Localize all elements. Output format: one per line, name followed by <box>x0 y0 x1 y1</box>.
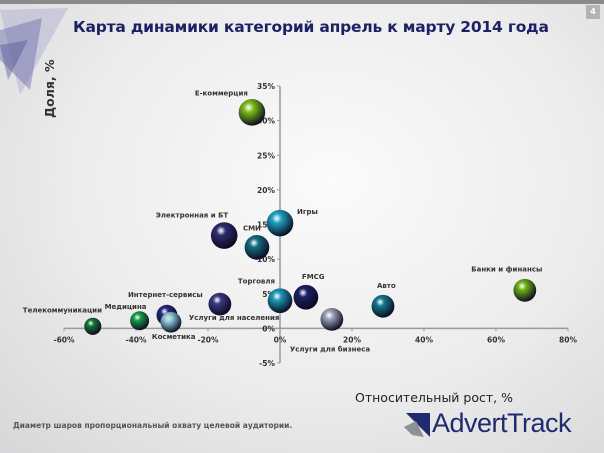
bubble-label: Услуги для бизнеса <box>290 345 371 353</box>
bubble <box>371 294 395 318</box>
bubble-label: Медицина <box>105 303 147 311</box>
page-number: 4 <box>586 5 600 19</box>
bubble <box>293 284 319 310</box>
bubble <box>513 278 537 302</box>
x-tick-label: 80% <box>559 335 577 344</box>
bubble-label: Торговля <box>238 278 275 286</box>
bubble <box>238 99 266 126</box>
bubble-label: Игры <box>297 208 318 216</box>
footnote: Диаметр шаров пропорциональный охвату це… <box>13 421 293 430</box>
y-tick-label: 0% <box>262 324 275 333</box>
logo-mark-icon <box>404 412 430 437</box>
bubble-label: Банки и финансы <box>471 265 542 273</box>
bubble <box>130 311 150 331</box>
top-bar <box>0 0 604 4</box>
bubble-label: Интернет-сервисы <box>128 291 203 299</box>
bubble <box>210 222 238 249</box>
bubble-label: СМИ <box>243 224 261 232</box>
bubble-label: Телекоммуникации <box>23 306 102 314</box>
bubble-label: Услуги для населения <box>189 314 280 322</box>
bubble <box>160 311 182 333</box>
bubble-label: Авто <box>377 282 396 290</box>
bubble <box>208 292 232 316</box>
logo-text: AdvertTrack <box>432 408 572 438</box>
slide-title: Карта динамики категорий апрель к марту … <box>73 18 549 36</box>
bubble <box>84 317 102 335</box>
y-tick-label: 35% <box>257 82 275 91</box>
y-tick-label: 20% <box>257 186 275 195</box>
bubble <box>267 288 293 314</box>
x-tick-label: 20% <box>343 335 361 344</box>
bubble <box>320 307 344 331</box>
x-tick-label: 60% <box>487 335 505 344</box>
bubble-label: Косметика <box>152 333 196 341</box>
y-tick-label: 5% <box>262 290 275 299</box>
x-tick-label: -20% <box>197 335 219 344</box>
adverttrack-logo: AdvertTrack <box>402 408 572 439</box>
bubble-label: FMCG <box>302 273 325 281</box>
y-tick-label: -5% <box>259 359 275 368</box>
y-axis-label: Доля, % <box>42 59 57 118</box>
y-tick-label: 30% <box>257 117 275 126</box>
x-tick-label: 0% <box>274 335 287 344</box>
x-tick-label: 40% <box>415 335 433 344</box>
bubble <box>266 209 294 237</box>
decorative-triangles <box>0 8 68 95</box>
x-axis-label: Относительный рост, % <box>355 390 513 405</box>
y-tick-label: 15% <box>257 221 275 230</box>
y-tick-label: 25% <box>257 151 275 160</box>
bubble-label: Электронная и БТ <box>156 212 229 220</box>
bubble <box>244 235 270 260</box>
y-tick-label: 10% <box>257 255 275 264</box>
x-tick-label: -60% <box>53 335 75 344</box>
x-tick-label: -40% <box>125 335 147 344</box>
bubble-label: Е-коммерция <box>195 89 248 97</box>
